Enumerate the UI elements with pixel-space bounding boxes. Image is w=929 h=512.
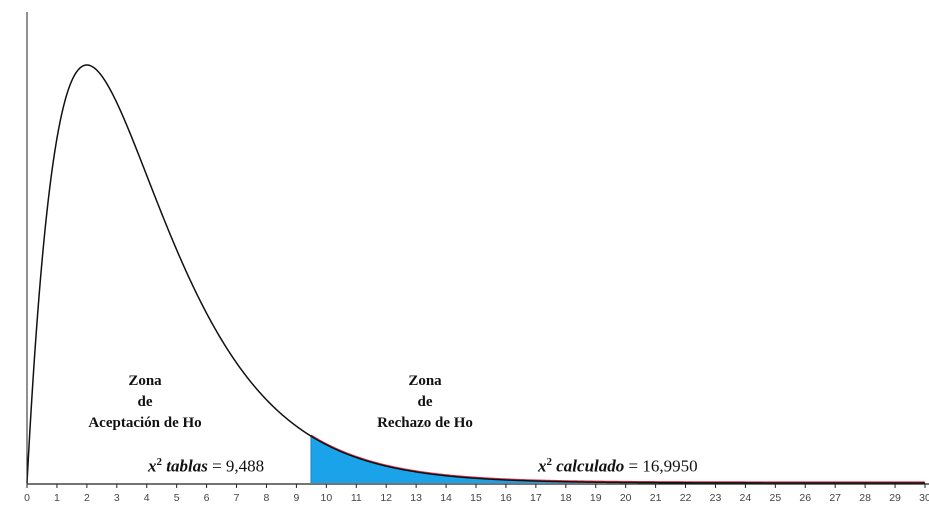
x-tick-label: 11 — [351, 492, 362, 504]
axes — [26, 12, 929, 485]
chi-square-power: 2 — [156, 456, 163, 468]
x-tick-label: 9 — [293, 492, 299, 504]
x-tick-label: 25 — [769, 492, 781, 504]
x-tick-label: 23 — [710, 492, 722, 504]
chi-square-symbol: x — [148, 456, 157, 476]
x-tick-label: 10 — [320, 492, 332, 504]
x-tick-label: 5 — [174, 492, 180, 504]
acceptance-zone-line-3: Aceptación de Ho — [88, 415, 202, 431]
x-tick-label: 28 — [859, 492, 871, 504]
x-tick-label: 13 — [410, 492, 422, 504]
tablas-value: = 9,488 — [207, 456, 265, 476]
acceptance-zone-line-2: de — [137, 394, 153, 410]
x-tick-label: 22 — [680, 492, 692, 504]
rejection-zone-label: Zona de Rechazo de Ho — [335, 371, 515, 434]
x-tick-label: 15 — [470, 492, 482, 504]
x-axis-ticks: 0 1 2 3 4 5 6 7 8 9 10 11 12 13 14 15 16 17 18 19 20 21 22 23 24… — [24, 484, 929, 504]
chi-square-calculated-value-label: x2 calculado = 16,9950 — [536, 456, 700, 477]
x-tick-label: 2 — [84, 492, 90, 504]
x-tick-label: 18 — [560, 492, 572, 504]
density-curve — [26, 64, 925, 484]
x-tick-label: 6 — [204, 492, 210, 504]
x-tick-label: 4 — [144, 492, 150, 504]
x-tick-label: 16 — [500, 492, 512, 504]
acceptance-zone-line-1: Zona — [128, 373, 162, 389]
tablas-name: tablas — [166, 456, 208, 476]
x-tick-label: 7 — [234, 492, 240, 504]
x-tick-label: 20 — [620, 492, 632, 504]
x-tick-label: 30 — [919, 492, 929, 504]
rejection-area-fill — [311, 436, 925, 483]
calculado-value: = 16,9950 — [624, 456, 698, 476]
x-tick-label: 29 — [889, 492, 901, 504]
x-tick-label: 21 — [650, 492, 662, 504]
rejection-zone-line-1: Zona — [408, 373, 442, 389]
rejection-zone-line-2: de — [417, 394, 433, 410]
density-curve-group — [26, 64, 925, 484]
x-tick-label: 0 — [24, 492, 30, 504]
rejection-zone-line-3: Rechazo de Ho — [377, 415, 473, 431]
x-tick-label: 14 — [440, 492, 452, 504]
x-tick-label: 1 — [54, 492, 60, 504]
x-tick-label: 24 — [740, 492, 752, 504]
calculado-name: calculado — [556, 456, 625, 476]
x-tick-label: 19 — [590, 492, 602, 504]
chi-square-symbol: x — [538, 456, 547, 476]
chi-square-table-value-label: x2 tablas = 9,488 — [146, 456, 267, 477]
x-tick-label: 8 — [264, 492, 270, 504]
chi-square-power: 2 — [546, 456, 553, 468]
x-tick-label: 17 — [530, 492, 542, 504]
rejection-region — [310, 436, 925, 483]
rejection-outline — [310, 434, 925, 483]
x-tick-label: 27 — [829, 492, 841, 504]
x-tick-label: 3 — [114, 492, 120, 504]
x-tick-label: 26 — [799, 492, 811, 504]
acceptance-zone-label: Zona de Aceptación de Ho — [55, 371, 235, 434]
x-tick-label: 12 — [380, 492, 392, 504]
